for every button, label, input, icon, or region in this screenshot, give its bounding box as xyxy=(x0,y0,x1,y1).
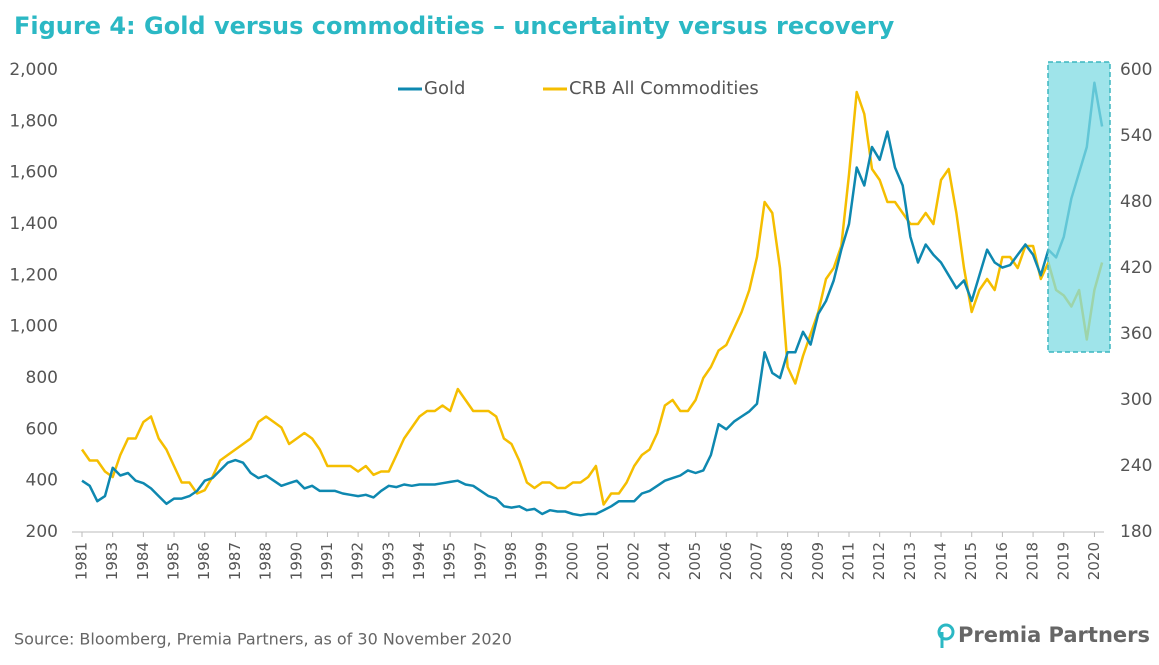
y2-tick-label: 180 xyxy=(1120,522,1152,542)
legend-label: CRB All Commodities xyxy=(569,78,759,99)
x-tick-label: 2011 xyxy=(840,542,858,580)
x-tick-label: 2020 xyxy=(1085,542,1103,580)
x-tick-label: 1984 xyxy=(134,542,152,580)
x-tick-label: 1993 xyxy=(379,542,397,580)
y-tick-label: 1,000 xyxy=(9,317,58,337)
y-tick-label: 800 xyxy=(26,368,58,388)
x-tick-label: 2001 xyxy=(594,542,612,580)
x-tick-label: 2016 xyxy=(993,542,1011,580)
y-tick-label: 200 xyxy=(26,522,58,542)
x-tick-label: 2000 xyxy=(563,542,581,580)
y2-tick-label: 600 xyxy=(1120,60,1152,80)
x-tick-label: 2007 xyxy=(747,542,765,580)
y2-tick-label: 480 xyxy=(1120,192,1152,212)
x-tick-label: 2008 xyxy=(778,542,796,580)
x-tick-label: 2013 xyxy=(901,542,919,580)
logo xyxy=(937,623,955,648)
x-tick-label: 2019 xyxy=(1054,542,1072,580)
x-tick-label: 1991 xyxy=(318,542,336,580)
x-tick-label: 2004 xyxy=(655,542,673,580)
x-tick-label: 1999 xyxy=(533,542,551,580)
x-tick-label: 2012 xyxy=(870,542,888,580)
x-tick-label: 2014 xyxy=(932,542,950,580)
y2-tick-label: 300 xyxy=(1120,390,1152,410)
y-tick-label: 1,400 xyxy=(9,214,58,234)
y-tick-label: 1,600 xyxy=(9,163,58,183)
highlight-box xyxy=(1047,61,1111,353)
x-tick-label: 1995 xyxy=(441,542,459,580)
series-line xyxy=(81,81,1104,517)
x-tick-label: 1998 xyxy=(502,542,520,580)
x-tick-label: 2018 xyxy=(1024,542,1042,580)
y-tick-label: 600 xyxy=(26,419,58,439)
x-tick-label: 1990 xyxy=(287,542,305,580)
x-tick-label: 2009 xyxy=(809,542,827,580)
x-tick-label: 1988 xyxy=(257,542,275,580)
x-tick-label: 2006 xyxy=(717,542,735,580)
x-tick-label: 2015 xyxy=(962,542,980,580)
x-tick-label: 1992 xyxy=(349,542,367,580)
y2-tick-label: 540 xyxy=(1120,126,1152,146)
x-tick-label: 1997 xyxy=(471,542,489,580)
x-tick-label: 2002 xyxy=(625,542,643,580)
chart-title: Figure 4: Gold versus commodities – unce… xyxy=(14,12,895,40)
y-tick-label: 1,800 xyxy=(9,111,58,131)
brand: Premia Partners xyxy=(958,623,1150,647)
y2-tick-label: 420 xyxy=(1120,258,1152,278)
y2-tick-label: 240 xyxy=(1120,456,1152,476)
y-tick-label: 2,000 xyxy=(9,60,58,80)
y2-tick-label: 360 xyxy=(1120,324,1152,344)
source: Source: Bloomberg, Premia Partners, as o… xyxy=(14,630,512,649)
y-tick-label: 400 xyxy=(26,471,58,491)
legend-label: Gold xyxy=(424,78,465,99)
series-line xyxy=(80,90,1104,506)
x-tick-label: 2005 xyxy=(686,542,704,580)
x-tick-label: 1987 xyxy=(226,542,244,580)
x-tick-label: 1994 xyxy=(410,542,428,580)
y-tick-label: 1,200 xyxy=(9,265,58,285)
x-tick-label: 1981 xyxy=(73,542,91,580)
x-tick-label: 1983 xyxy=(103,542,121,580)
x-tick-label: 1986 xyxy=(195,542,213,580)
x-tick-label: 1985 xyxy=(165,542,183,580)
